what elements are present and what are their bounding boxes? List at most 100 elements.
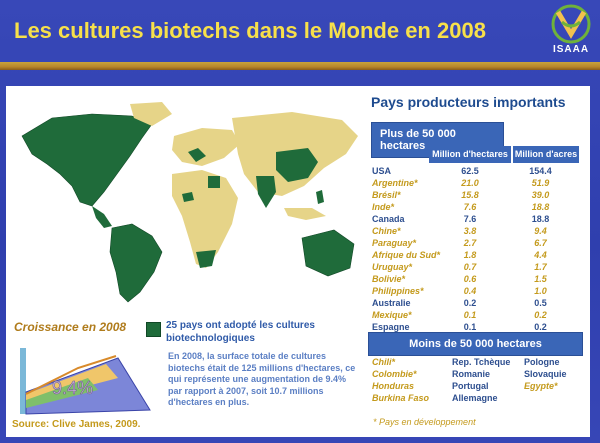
- table-row: Paraguay* 2.7 6.7: [372, 238, 584, 250]
- column-header-hectares: Million d'hectares: [429, 146, 511, 163]
- map-north-america: [21, 113, 153, 207]
- growth-arrow: [25, 355, 117, 395]
- map-europe-biotech: [188, 148, 206, 162]
- table-row: USA 62.5 154.4: [372, 166, 584, 178]
- acres-value: 154.4: [529, 166, 552, 176]
- hectares-value: 1.8: [463, 250, 477, 260]
- countries-table: USA 62.5 154.4 Argentine* 21.0 51.9 Brésil* 15.…: [372, 166, 584, 334]
- map-europe: [172, 128, 240, 166]
- hectares-value: 0.2: [463, 298, 477, 308]
- table-row: Afrique du Sud* 1.8 4.4: [372, 250, 584, 262]
- acres-value: 1.5: [534, 274, 547, 284]
- map-south-africa: [196, 250, 216, 268]
- country-name: Philippines*: [372, 286, 424, 296]
- table-row: Espagne 0.1 0.2: [372, 322, 584, 334]
- legend-text: 25 pays ont adopté les cultures biotechn…: [166, 320, 315, 344]
- legend-swatch-biotech: [146, 322, 161, 337]
- hectares-value: 0.4: [463, 286, 477, 296]
- growth-graphic: 9.4%: [20, 348, 151, 415]
- isaaa-logo: ISAAA: [546, 4, 596, 58]
- acres-value: 6.7: [534, 238, 547, 248]
- acres-value: 18.8: [531, 214, 550, 224]
- country-name: Brésil*: [372, 190, 401, 200]
- map-indonesia: [284, 208, 326, 220]
- list-item: Romanie: [452, 369, 491, 379]
- acres-value: 1.0: [534, 286, 547, 296]
- source-credit: Source: Clive James, 2009.: [12, 419, 141, 430]
- table-row: Mexique* 0.1 0.2: [372, 310, 584, 322]
- table-row: Uruguay* 0.7 1.7: [372, 262, 584, 274]
- map-china: [276, 148, 318, 182]
- growth-axis-box: [20, 348, 26, 414]
- summary-text: En 2008, la surface totale de cultures b…: [168, 351, 356, 407]
- minor-column-3: Pologne Slovaquie Egypte*: [524, 357, 567, 393]
- hectares-value: 15.8: [461, 190, 479, 200]
- country-name: Espagne: [372, 322, 410, 332]
- country-name: Paraguay*: [372, 238, 417, 248]
- column-header-acres: Million d'acres: [513, 146, 579, 163]
- country-name: Bolivie*: [372, 274, 406, 284]
- map-australia: [301, 229, 355, 277]
- list-item: Burkina Faso: [372, 393, 430, 403]
- table-row: Inde* 7.6 18.8: [372, 202, 584, 214]
- page-title: Les cultures biotechs dans le Monde en 2…: [14, 18, 486, 43]
- growth-value: 9.4%: [52, 378, 93, 398]
- acres-value: 39.0: [531, 190, 550, 200]
- list-item: Honduras: [372, 381, 415, 391]
- country-name: Argentine*: [372, 178, 418, 188]
- map-philippines: [316, 190, 324, 204]
- list-item: Chili*: [372, 357, 396, 367]
- hectares-value: 21.0: [461, 178, 479, 188]
- country-name: Mexique*: [372, 310, 412, 320]
- table-row: Argentine* 21.0 51.9: [372, 178, 584, 190]
- map-burkina: [182, 192, 194, 202]
- acres-value: 18.8: [531, 202, 550, 212]
- map-greenland: [130, 102, 172, 126]
- table-row: Brésil* 15.8 39.0: [372, 190, 584, 202]
- acres-value: 9.4: [534, 226, 547, 236]
- map-egypt: [208, 176, 220, 188]
- map-central-america: [92, 206, 112, 228]
- country-name: Uruguay*: [372, 262, 413, 272]
- hectares-value: 0.1: [463, 310, 477, 320]
- table-row: Chine* 3.8 9.4: [372, 226, 584, 238]
- tab-under-50000: Moins de 50 000 hectares: [368, 332, 583, 356]
- list-item: Allemagne: [452, 393, 498, 403]
- countries-title: Pays producteurs importants: [371, 94, 566, 110]
- acres-value: 0.2: [534, 322, 547, 332]
- map-south-america: [109, 223, 163, 303]
- country-name: Inde*: [372, 202, 395, 212]
- country-name: Australie: [372, 298, 411, 308]
- hectares-value: 7.6: [463, 214, 477, 224]
- acres-value: 0.5: [534, 298, 547, 308]
- list-item: Egypte*: [524, 381, 558, 391]
- list-item: Pologne: [524, 357, 560, 367]
- table-row: Bolivie* 0.6 1.5: [372, 274, 584, 286]
- hectares-value: 0.6: [463, 274, 477, 284]
- acres-value: 0.2: [534, 310, 547, 320]
- hectares-value: 0.7: [463, 262, 477, 272]
- table-row: Australie 0.2 0.5: [372, 298, 584, 310]
- minor-column-1: Chili* Colombie* Honduras Burkina Faso: [372, 357, 429, 405]
- acres-value: 1.7: [534, 262, 547, 272]
- content-panel: Pays producteurs importants Plus de 50 0…: [6, 86, 590, 437]
- acres-value: 51.9: [531, 178, 550, 188]
- minor-column-2: Rep. Tchèque Romanie Portugal Allemagne: [452, 357, 510, 405]
- growth-title: Croissance en 2008: [14, 320, 127, 334]
- list-item: Colombie*: [372, 369, 417, 379]
- hectares-value: 7.6: [463, 202, 477, 212]
- country-name: Afrique du Sud*: [372, 250, 440, 260]
- growth-wedge-green: [26, 378, 98, 408]
- hectares-value: 3.8: [463, 226, 477, 236]
- list-item: Portugal: [452, 381, 489, 391]
- table-row: Philippines* 0.4 1.0: [372, 286, 584, 298]
- country-name: Canada: [372, 214, 405, 224]
- acres-value: 4.4: [534, 250, 547, 260]
- header-divider: [0, 62, 600, 70]
- hectares-value: 0.1: [463, 322, 477, 332]
- list-item: Rep. Tchèque: [452, 357, 511, 367]
- footnote: * Pays en développement: [373, 417, 476, 427]
- logo-text: ISAAA: [552, 44, 590, 55]
- hectares-value: 2.7: [463, 238, 477, 248]
- country-name: USA: [372, 166, 392, 176]
